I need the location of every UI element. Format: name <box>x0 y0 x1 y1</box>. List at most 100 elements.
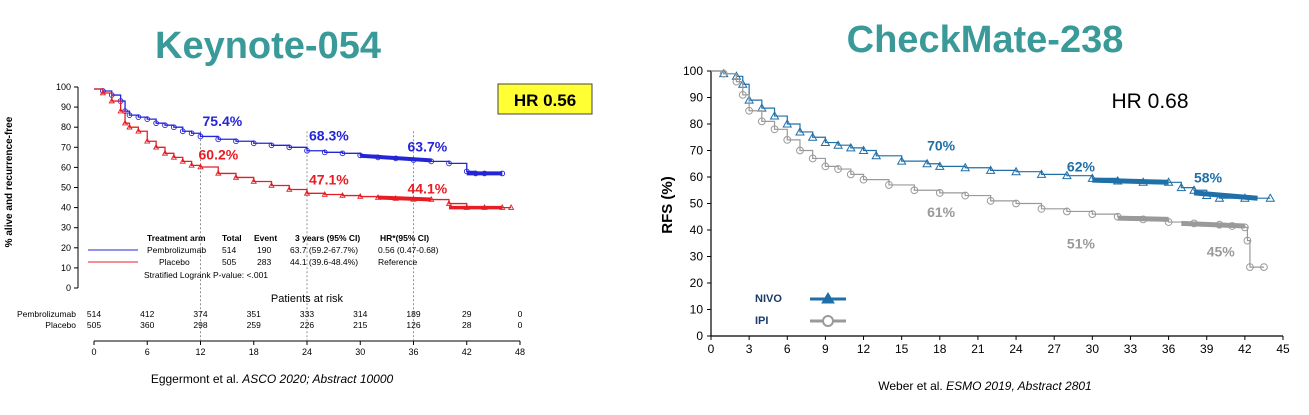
right-chart-title: CheckMate-238 <box>847 19 1124 61</box>
hr-badge-box <box>497 83 593 115</box>
placebo-point <box>197 163 204 170</box>
left-axes: 0 10 20 30 40 50 60 70 80 90 100 0 6 12 18 24 30 36 42 48 <box>56 82 525 357</box>
risk-row-label: Placebo <box>45 320 76 330</box>
pembrolizumab-point <box>197 133 204 140</box>
placebo-point <box>321 190 328 197</box>
right-y-tick-label: 80 <box>690 117 704 131</box>
right-annotation-label: 70% <box>927 138 956 154</box>
ipi-point <box>986 196 995 205</box>
left-x-tick-label: 18 <box>249 347 259 357</box>
pembrolizumab-point <box>153 120 159 127</box>
left-y-tick-label: 70 <box>61 142 71 152</box>
ipi-point <box>935 189 944 197</box>
pembrolizumab-point <box>215 136 222 143</box>
legend-ipi-label: IPI <box>755 315 768 327</box>
pembrolizumab-point <box>250 140 257 147</box>
nivo-point <box>871 150 882 160</box>
placebo-point <box>135 127 142 134</box>
ipi-point <box>796 146 804 155</box>
right-y-tick-label: 30 <box>690 250 704 264</box>
right-y-tick-label: 40 <box>690 223 704 237</box>
risk-value: 215 <box>353 320 367 330</box>
table-cell: 514 <box>222 245 236 255</box>
right-x-tick-label: 21 <box>971 342 985 356</box>
nivo-point <box>922 158 932 168</box>
table-cell: 63.7 (59.2-67.7%) <box>290 245 358 255</box>
ipi-point <box>783 136 792 144</box>
right-annotation-label: 51% <box>1067 236 1096 252</box>
placebo-point <box>250 177 257 184</box>
right-x-tick-label: 12 <box>857 342 871 356</box>
left-annotation-label: 60.2% <box>199 146 239 162</box>
nivo-point <box>769 111 780 120</box>
ipi-point <box>1243 236 1252 245</box>
left-y-axis-label: % alive and recurrence-free <box>4 116 15 247</box>
table-header: Treatment arm <box>147 233 206 243</box>
left-chart-title: Keynote-054 <box>155 25 381 67</box>
pembrolizumab-point <box>446 160 452 167</box>
pembrolizumab-curve <box>94 88 503 175</box>
pembrolizumab-censor-band <box>360 153 432 163</box>
right-x-tick-label: 3 <box>746 342 753 356</box>
risk-value: 298 <box>193 320 207 330</box>
nivo-point <box>1036 169 1047 178</box>
right-y-axis-label: RFS (%) <box>659 176 676 234</box>
left-x-tick-label: 6 <box>145 347 150 357</box>
placebo-point <box>445 200 453 206</box>
right-y-tick-label: 10 <box>690 303 704 317</box>
hr-badge-text: HR 0.56 <box>514 91 576 110</box>
nivo-censor-band <box>1193 190 1258 201</box>
right-citation: Weber et al. ESMO 2019, Abstract 2801 <box>878 379 1091 393</box>
pembrolizumab-point <box>162 122 168 129</box>
left-series <box>94 88 515 210</box>
nivo-point <box>960 162 971 172</box>
placebo-point <box>99 89 107 96</box>
risk-value: 189 <box>406 309 420 319</box>
ipi-point <box>846 170 855 179</box>
right-y-tick-label: 90 <box>690 91 704 105</box>
table-cell: Pembrolizumab <box>147 245 206 255</box>
nivo-point <box>985 165 996 174</box>
legend-nivo-marker <box>821 292 835 304</box>
left-annotation-label: 44.1% <box>408 181 448 197</box>
right-annotations: 70% 62% 58% 61% 51% 45% <box>927 138 1235 260</box>
left-y-tick-label: 90 <box>61 102 71 112</box>
table-header: Event <box>254 233 277 243</box>
right-x-tick-label: 42 <box>1238 342 1252 356</box>
ipi-point <box>834 165 843 173</box>
ipi-point <box>1063 207 1071 216</box>
table-cell: 44.1 (39.6-48.4%) <box>290 257 358 267</box>
risk-row-label: Pembrolizumab <box>17 309 76 319</box>
placebo-point <box>286 185 293 192</box>
risk-value: 351 <box>247 309 261 319</box>
right-annotation-label: 58% <box>1194 169 1223 185</box>
ipi-point <box>1088 210 1097 219</box>
left-annotations: 75.4% 68.3% 63.7% 60.2% 47.1% 44.1% <box>199 113 448 196</box>
right-annotation-label: 45% <box>1207 244 1236 260</box>
risk-value: 374 <box>193 309 207 319</box>
ipi-point <box>821 162 830 171</box>
right-hr-text: HR 0.68 <box>1111 90 1188 113</box>
right-y-tick-label: 20 <box>690 276 704 290</box>
table-header: 3 years (95% CI) <box>295 233 360 243</box>
nivo-point <box>1214 193 1225 202</box>
placebo-point <box>170 153 178 160</box>
ipi-point <box>745 106 754 115</box>
nivo-point <box>782 118 793 128</box>
nivo-point <box>1176 182 1187 192</box>
risk-value: 29 <box>462 309 472 319</box>
left-risk-table: Patients at risk Pembrolizumab 514 412 374 35… <box>17 293 523 330</box>
left-annotation-label: 75.4% <box>203 113 243 129</box>
left-x-tick-label: 24 <box>302 347 312 357</box>
risk-value: 126 <box>406 320 420 330</box>
right-annotation-label: 61% <box>927 204 956 220</box>
risk-value: 226 <box>300 320 314 330</box>
placebo-point <box>108 97 115 104</box>
ipi-point <box>757 117 766 126</box>
pembrolizumab-point <box>135 114 142 121</box>
left-annotation-label: 47.1% <box>309 172 349 188</box>
ipi-point <box>859 175 868 184</box>
table-cell: 190 <box>257 245 271 255</box>
placebo-censor-band <box>377 195 432 202</box>
